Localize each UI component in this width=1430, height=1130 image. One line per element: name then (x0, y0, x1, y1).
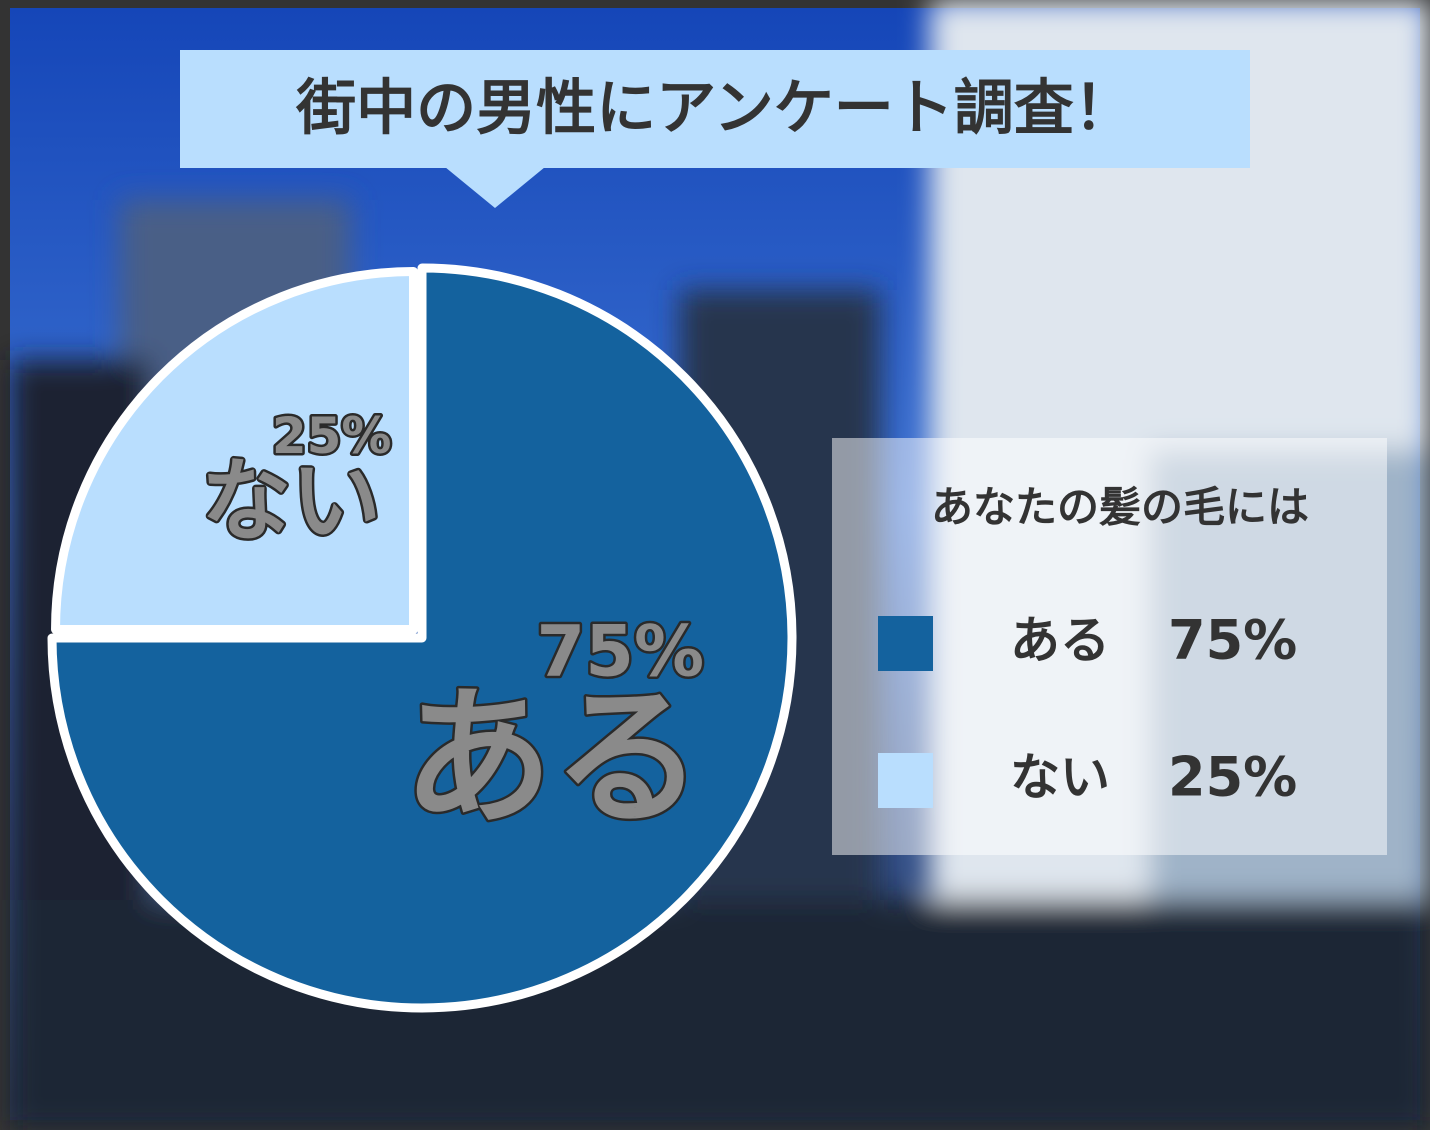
legend-swatch (878, 616, 933, 671)
pie-slice (51, 267, 419, 635)
legend-value: 25% (1168, 746, 1297, 809)
slice-value-label: 75% (537, 610, 705, 692)
title-callout (180, 50, 1250, 208)
chart-title: 街中の男性にアンケート調査！ (295, 74, 1134, 144)
legend-label: ある (1010, 612, 1110, 670)
legend-title: あなたの髪の毛には (931, 483, 1309, 532)
slice-value-label: 25% (272, 407, 392, 465)
legend-value: 75% (1168, 609, 1297, 672)
legend-swatch (878, 753, 933, 808)
pie-slice (47, 263, 797, 1013)
slice-category-label: ない (201, 449, 381, 554)
slice-category-label: ある (403, 672, 703, 846)
legend: ある 75% ない 25% (878, 609, 1297, 809)
legend-label: ない (1010, 749, 1110, 807)
